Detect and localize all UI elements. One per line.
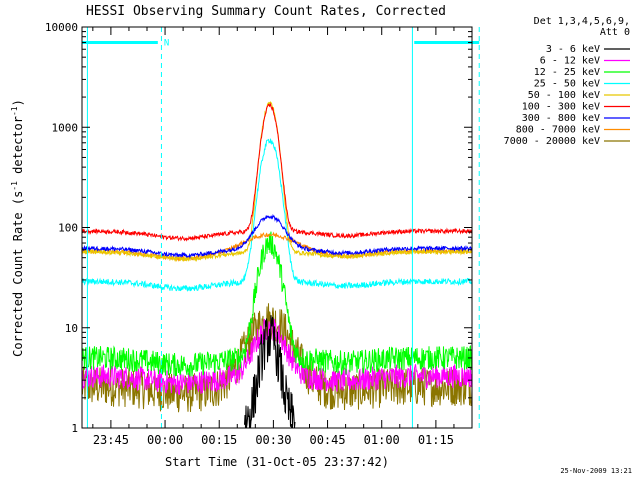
y-tick-label: 1 <box>71 422 78 435</box>
series-line <box>81 231 473 377</box>
legend-label: 25 - 50 keV <box>534 79 600 90</box>
y-axis-label-sup2: -1 <box>10 106 19 116</box>
y-axis-label-sup1: -1 <box>10 181 19 191</box>
legend-header-line-1: Det 1,3,4,5,6,9, <box>534 16 630 27</box>
x-tick-label: 00:45 <box>309 433 345 447</box>
y-tick-label: 100 <box>58 222 78 235</box>
y-tick-label: 10000 <box>45 21 78 34</box>
x-tick-label: 00:00 <box>147 433 183 447</box>
series-line <box>81 101 473 263</box>
legend-header-line-2: Att 0 <box>600 27 630 38</box>
legend-label: 800 - 7000 keV <box>516 125 600 136</box>
y-tick-label: 1000 <box>52 121 79 134</box>
legend-label: 12 - 25 keV <box>534 67 600 78</box>
y-axis-label-main: Corrected Count Rate (s <box>11 191 25 357</box>
x-axis-label: Start Time (31-Oct-05 23:37:42) <box>165 455 389 469</box>
axes: 1 10 100 1000 10000 23:45 00:00 00:15 00:30 00:45… <box>45 21 473 447</box>
x-tick-label: 00:30 <box>255 433 291 447</box>
x-tick-label: 23:45 <box>93 433 129 447</box>
legend-label: 3 - 6 keV <box>546 44 600 55</box>
series-line <box>81 213 473 260</box>
plot-data-layer <box>81 101 473 429</box>
saa-label: N <box>164 39 169 49</box>
series-line <box>81 138 473 292</box>
series-line <box>81 102 473 242</box>
legend-label: 100 - 300 keV <box>522 102 600 113</box>
x-tick-label: 00:15 <box>201 433 237 447</box>
y-axis-label-mid: detector <box>11 116 25 181</box>
date-stamp: 25-Nov-2009 13:21 <box>560 467 632 475</box>
y-axis-label: Corrected Count Rate (s-1 detector-1) <box>10 99 25 357</box>
chart-title: HESSI Observing Summary Count Rates, Cor… <box>86 4 446 19</box>
legend-label: 7000 - 20000 keV <box>504 136 600 147</box>
legend-label: 300 - 800 keV <box>522 113 600 124</box>
y-axis-label-end: ) <box>11 99 25 106</box>
x-tick-label: 01:15 <box>418 433 454 447</box>
legend-label: 50 - 100 keV <box>528 90 600 101</box>
legend-label: 6 - 12 keV <box>540 56 600 67</box>
x-tick-label: 01:00 <box>364 433 400 447</box>
y-tick-label: 10 <box>65 322 78 335</box>
series-line <box>244 315 296 429</box>
